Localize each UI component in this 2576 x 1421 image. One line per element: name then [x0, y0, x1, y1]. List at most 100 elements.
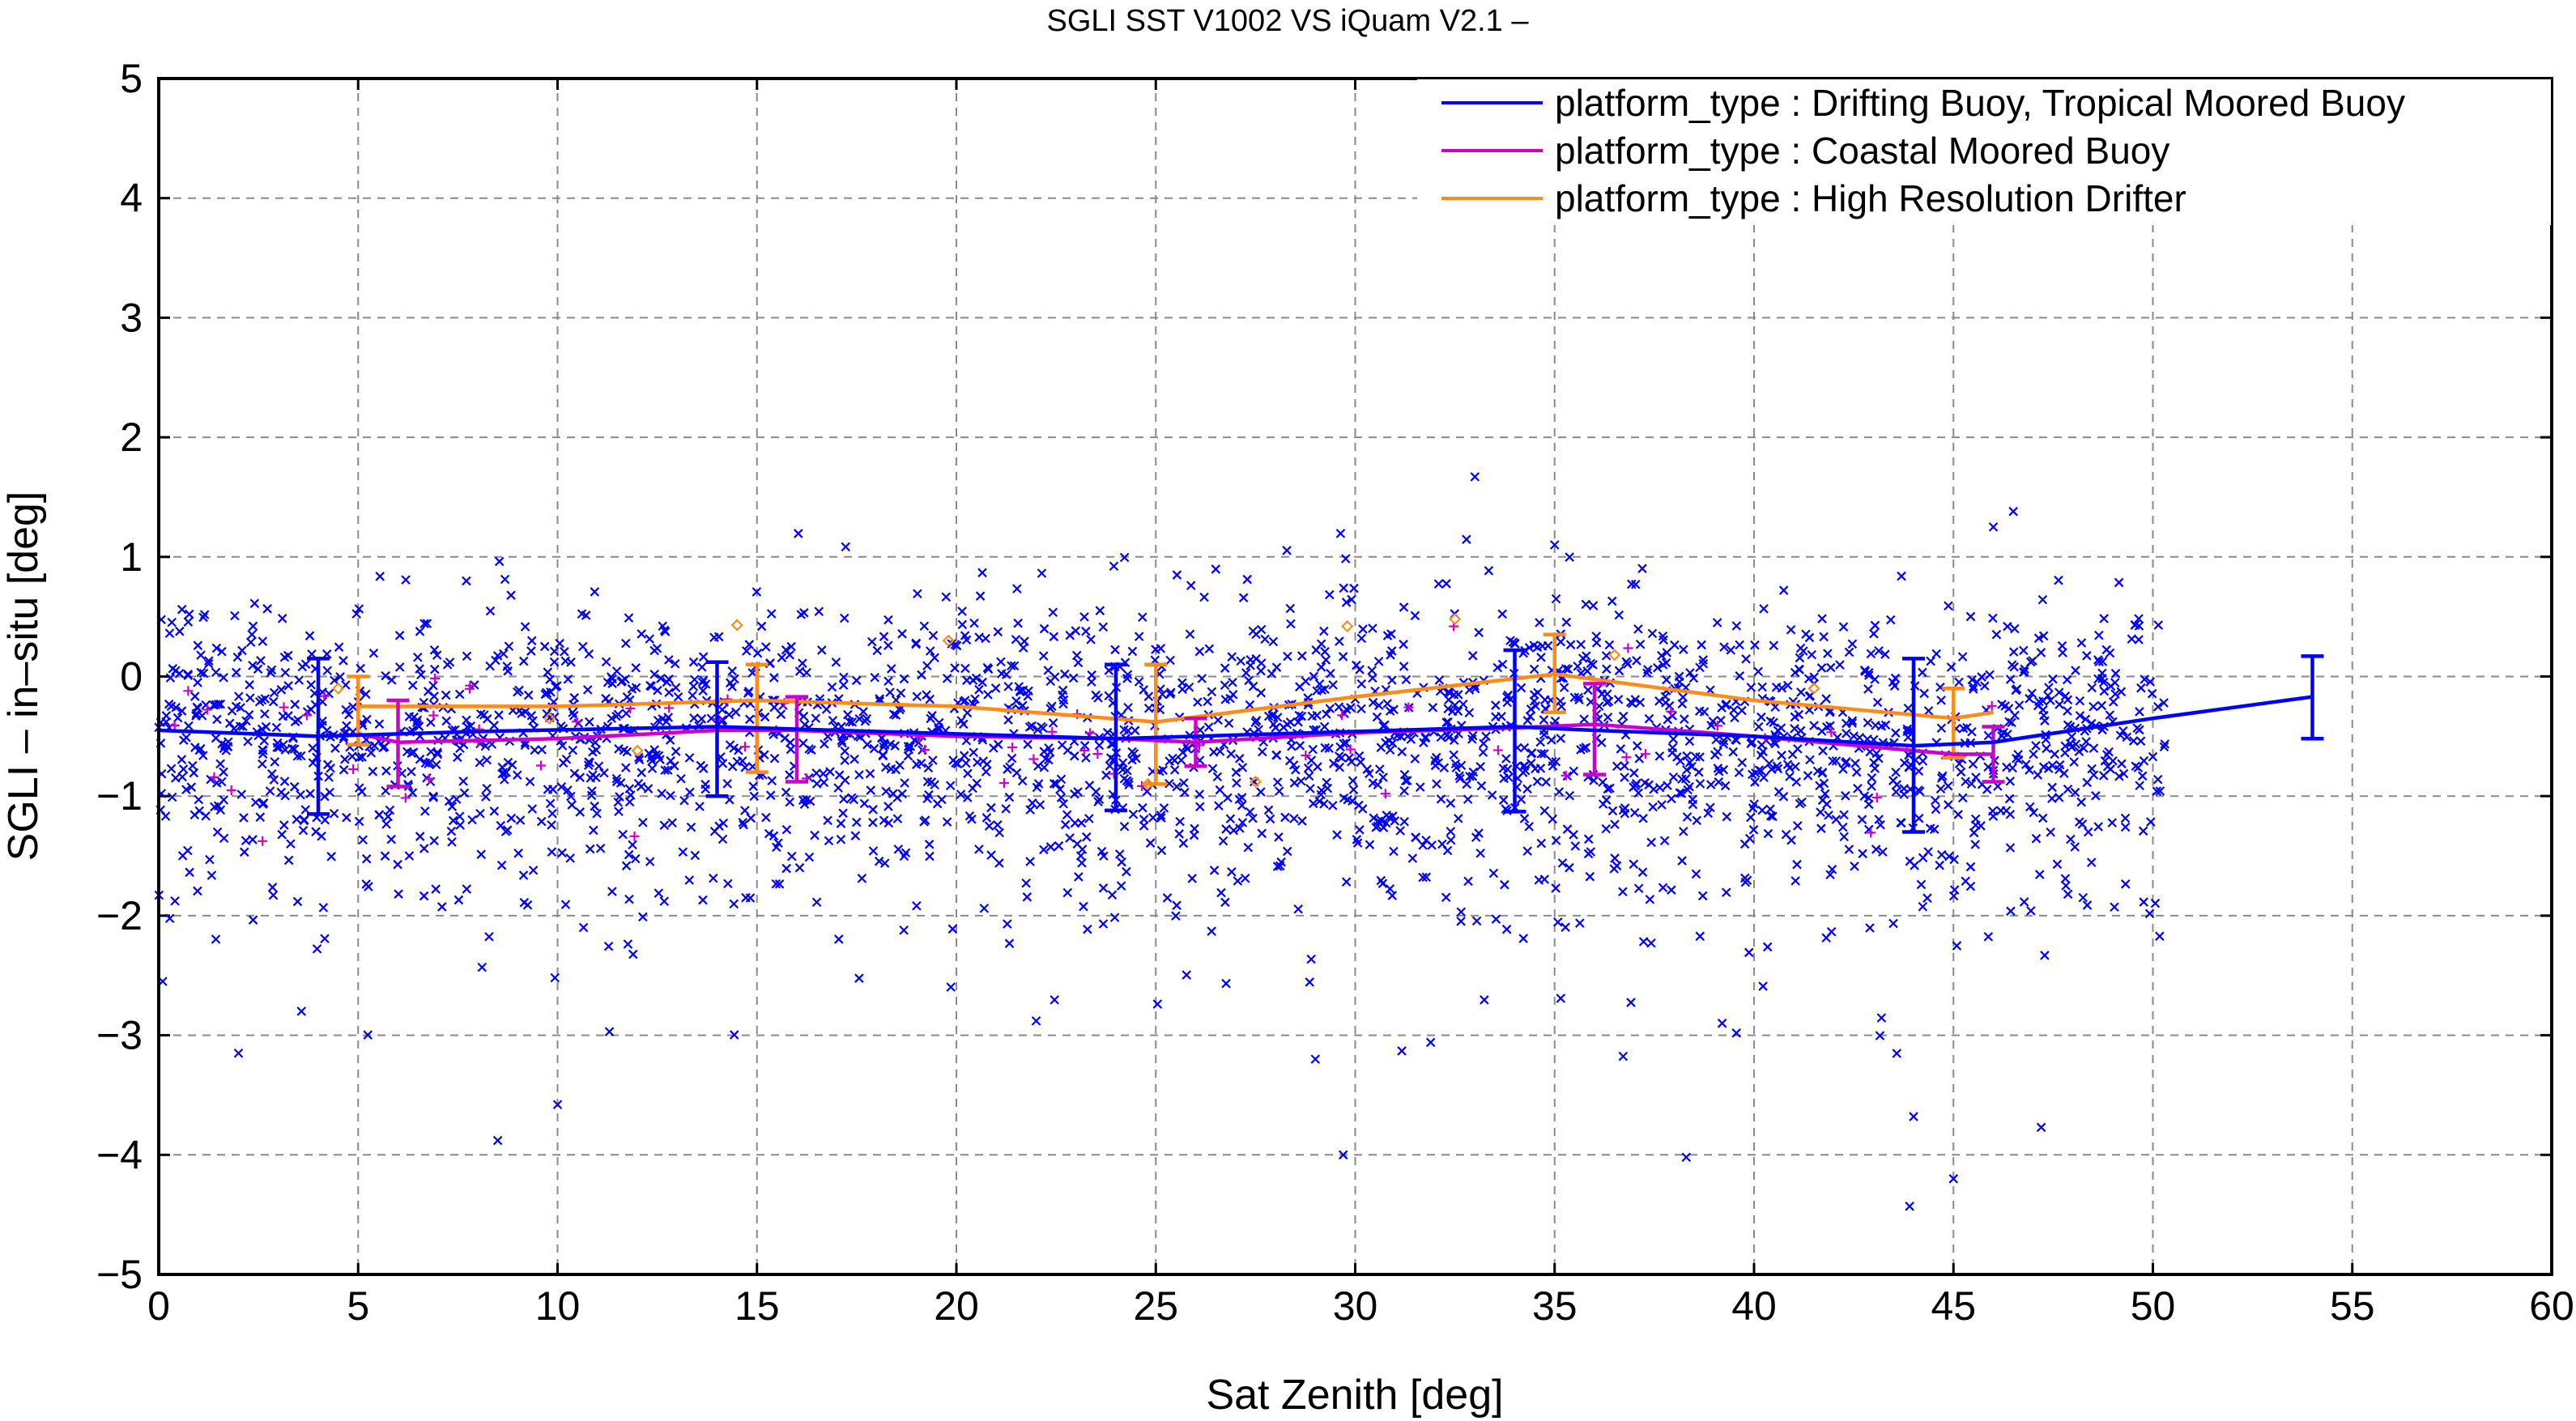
- scatter-point-drifting-buoy: [245, 693, 255, 703]
- scatter-point-drifting-buoy: [1322, 783, 1333, 793]
- scatter-point-drifting-buoy: [448, 815, 458, 826]
- scatter-point-drifting-buoy: [329, 808, 339, 819]
- scatter-point-drifting-buoy: [913, 738, 924, 748]
- scatter-point-coastal-moored-buoy: [1337, 710, 1348, 721]
- scatter-point-drifting-buoy: [2128, 736, 2139, 746]
- scatter-point-drifting-buoy: [1748, 803, 1758, 813]
- scatter-point-drifting-buoy: [364, 882, 373, 891]
- scatter-point-drifting-buoy: [320, 934, 330, 944]
- scatter-point-drifting-buoy: [2012, 684, 2022, 694]
- scatter-point-drifting-buoy: [865, 768, 875, 779]
- scatter-point-drifting-buoy: [2088, 743, 2099, 753]
- scatter-point-drifting-buoy: [1946, 662, 1956, 672]
- scatter-point-drifting-buoy: [428, 793, 438, 802]
- scatter-point-drifting-buoy: [552, 1100, 563, 1110]
- scatter-point-drifting-buoy: [201, 700, 211, 710]
- scatter-point-drifting-buoy: [986, 850, 996, 860]
- scatter-point-drifting-buoy: [1539, 715, 1549, 725]
- scatter-point-drifting-buoy: [520, 740, 530, 751]
- scatter-point-drifting-buoy: [547, 820, 556, 830]
- scatter-point-drifting-buoy: [507, 759, 517, 770]
- scatter-point-drifting-buoy: [2097, 700, 2107, 711]
- scatter-point-drifting-buoy: [573, 718, 583, 729]
- scatter-point-drifting-buoy: [785, 797, 794, 807]
- scatter-point-drifting-buoy: [1165, 756, 1174, 766]
- scatter-point-drifting-buoy: [219, 833, 229, 844]
- scatter-point-drifting-buoy: [1368, 623, 1377, 633]
- scatter-point-drifting-buoy: [255, 812, 266, 822]
- scatter-point-drifting-buoy: [1618, 711, 1629, 721]
- scatter-point-drifting-buoy: [1899, 758, 1910, 768]
- scatter-point-drifting-buoy: [1395, 826, 1405, 836]
- scatter-point-drifting-buoy: [1139, 685, 1149, 695]
- scatter-point-drifting-buoy: [1721, 700, 1731, 710]
- scatter-point-drifting-buoy: [764, 828, 774, 839]
- scatter-point-drifting-buoy: [2122, 732, 2132, 742]
- scatter-point-drifting-buoy: [215, 805, 226, 815]
- scatter-point-coastal-moored-buoy: [279, 702, 289, 713]
- scatter-point-drifting-buoy: [1818, 746, 1828, 756]
- scatter-point-drifting-buoy: [1465, 772, 1475, 781]
- scatter-point-drifting-buoy: [1365, 840, 1375, 849]
- scatter-point-drifting-buoy: [1602, 664, 1612, 674]
- scatter-point-drifting-buoy: [1172, 570, 1182, 580]
- scatter-point-drifting-buoy: [1741, 654, 1751, 664]
- scatter-point-drifting-buoy: [836, 819, 846, 828]
- scatter-point-drifting-buoy: [1182, 970, 1191, 980]
- scatter-point-drifting-buoy: [1130, 725, 1140, 735]
- scatter-point-drifting-buoy: [823, 815, 832, 826]
- scatter-point-drifting-buoy: [781, 787, 791, 798]
- scatter-point-drifting-buoy: [994, 827, 1004, 838]
- scatter-point-drifting-buoy: [1604, 640, 1615, 650]
- scatter-point-drifting-buoy: [2116, 687, 2127, 697]
- scatter-point-drifting-buoy: [1456, 917, 1466, 926]
- scatter-point-drifting-buoy: [193, 886, 202, 896]
- scatter-point-drifting-buoy: [413, 652, 423, 662]
- scatter-point-drifting-buoy: [1156, 813, 1166, 823]
- scatter-point-high-resolution-drifter: [1249, 775, 1262, 789]
- scatter-point-drifting-buoy: [1803, 674, 1814, 684]
- scatter-point-drifting-buoy: [878, 750, 888, 760]
- scatter-point-drifting-buoy: [1565, 790, 1575, 801]
- scatter-point-drifting-buoy: [1463, 794, 1473, 804]
- scatter-point-drifting-buoy: [1058, 798, 1068, 809]
- scatter-point-drifting-buoy: [1765, 804, 1775, 815]
- scatter-point-drifting-buoy: [459, 788, 470, 798]
- scatter-point-drifting-buoy: [851, 817, 862, 827]
- scatter-point-drifting-buoy: [884, 802, 893, 811]
- scatter-point-drifting-buoy: [1308, 744, 1318, 755]
- scatter-point-drifting-buoy: [1778, 585, 1789, 595]
- scatter-point-drifting-buoy: [2081, 737, 2091, 747]
- scatter-point-drifting-buoy: [888, 709, 899, 720]
- scatter-point-drifting-buoy: [1462, 534, 1471, 544]
- scatter-point-drifting-buoy: [1735, 640, 1744, 650]
- scatter-point-drifting-buoy: [928, 755, 938, 765]
- scatter-point-coastal-moored-buoy: [430, 673, 441, 683]
- error-bar-drifting-buoy: [1902, 657, 1925, 834]
- scatter-point-drifting-buoy: [1142, 786, 1152, 797]
- x-tick-label: 60: [2529, 1283, 2574, 1329]
- scatter-point-drifting-buoy: [1093, 797, 1103, 807]
- scatter-point-drifting-buoy: [978, 756, 988, 766]
- scatter-point-drifting-buoy: [849, 754, 859, 764]
- scatter-point-drifting-buoy: [1127, 755, 1137, 765]
- scatter-point-drifting-buoy: [1439, 763, 1450, 773]
- scatter-point-drifting-buoy: [969, 747, 978, 758]
- scatter-point-drifting-buoy: [1842, 729, 1851, 738]
- scatter-point-drifting-buoy: [239, 813, 249, 823]
- scatter-point-drifting-buoy: [601, 657, 611, 667]
- scatter-point-drifting-buoy: [1271, 722, 1280, 733]
- y-tick-label: 2: [120, 415, 143, 460]
- scatter-point-drifting-buoy: [1185, 629, 1195, 640]
- scatter-point-drifting-buoy: [502, 825, 513, 835]
- scatter-point-coastal-moored-buoy: [301, 710, 312, 721]
- scatter-point-drifting-buoy: [1382, 818, 1391, 828]
- scatter-point-drifting-buoy: [879, 740, 890, 750]
- scatter-point-drifting-buoy: [1565, 862, 1574, 873]
- scatter-point-drifting-buoy: [1576, 640, 1586, 649]
- scatter-point-drifting-buoy: [276, 787, 287, 798]
- scatter-point-coastal-moored-buoy: [1007, 742, 1018, 753]
- scatter-point-drifting-buoy: [215, 759, 225, 769]
- scatter-point-drifting-buoy: [2152, 786, 2162, 796]
